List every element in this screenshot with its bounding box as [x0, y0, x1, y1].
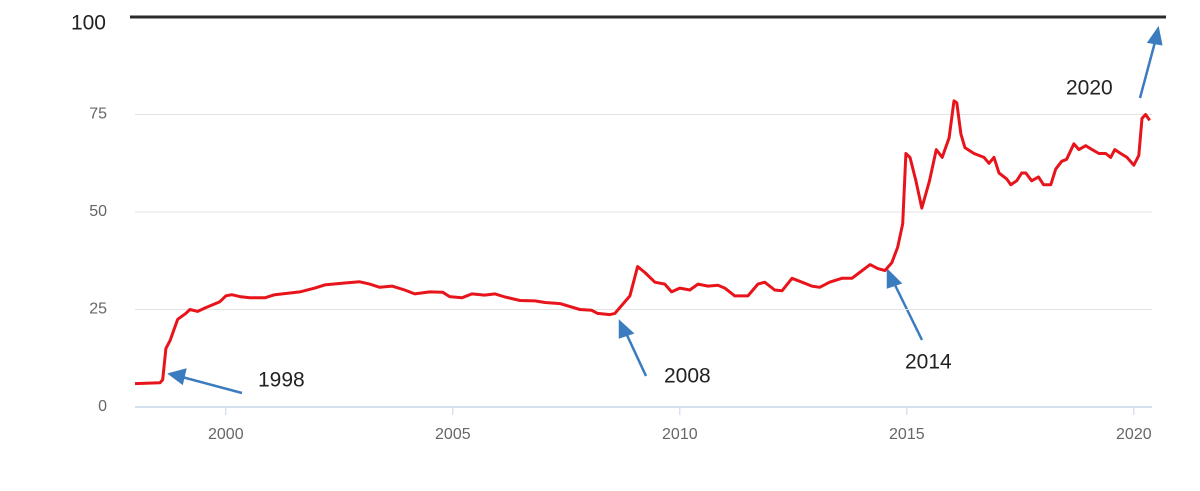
data-line: [134, 99, 1151, 386]
annotation: 2020: [1066, 77, 1113, 100]
annotation: 1998: [258, 369, 305, 392]
y-tick-label: 25: [89, 301, 107, 318]
x-tick-label: 2000: [208, 426, 244, 443]
annotation-arrows: [167, 25, 1163, 395]
annotation: 2014: [905, 351, 952, 374]
arrow-head: [886, 267, 903, 289]
y-tick-label: 100: [71, 12, 106, 35]
arrow-head: [1146, 25, 1163, 46]
y-tick-label: 75: [89, 106, 107, 123]
arrow-head: [167, 368, 187, 386]
annotation: 2008: [664, 365, 711, 388]
x-tick-label: 2010: [662, 426, 698, 443]
x-tick-label: 2015: [889, 426, 925, 443]
arrow: [181, 375, 243, 395]
x-tick-label: 2020: [1116, 426, 1152, 443]
arrow: [892, 282, 924, 341]
y-tick-label: 50: [89, 203, 107, 220]
x-tick-label: 2005: [435, 426, 471, 443]
arrow: [624, 332, 648, 377]
y-tick-label: 0: [98, 398, 107, 415]
arrow: [1138, 41, 1157, 99]
arrow-head: [618, 319, 635, 339]
